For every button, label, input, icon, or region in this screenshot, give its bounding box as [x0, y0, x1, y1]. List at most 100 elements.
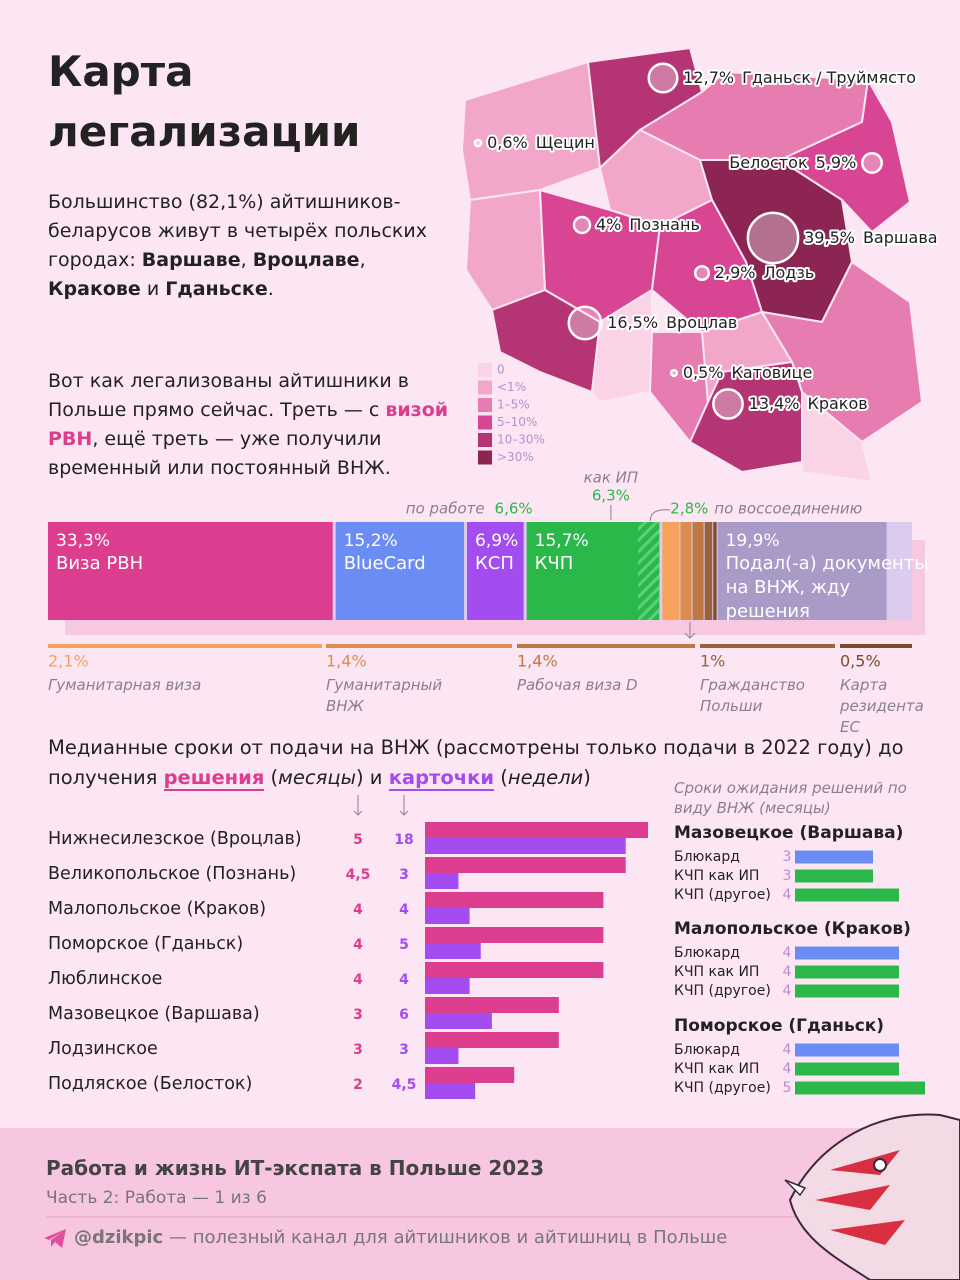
city-value: 5,9% — [816, 153, 857, 172]
telegram-icon — [44, 1229, 66, 1248]
segment-name: Подал(-а) документы на ВНЖ, жду решения — [725, 553, 929, 622]
city-value: 4% — [596, 215, 621, 234]
bar — [425, 908, 470, 924]
city-name: Щецин — [536, 133, 595, 152]
wait-value: 5 — [783, 1080, 792, 1096]
city-label: 13,4% Краков — [749, 394, 868, 413]
breakdown-name: Гражданство Польши — [700, 676, 805, 715]
part-value: 6,3% — [592, 487, 630, 505]
text: , ещё треть — уже получили временный или… — [48, 428, 391, 479]
wait-value: 4 — [783, 983, 792, 999]
title-text: ) и — [356, 766, 389, 789]
segment-name: Виза РВН — [56, 553, 144, 574]
footer-title: Работа и жизнь ИТ-экспата в Польше 2023 — [46, 1156, 545, 1180]
value-label: 6 — [399, 1007, 409, 1023]
wait-label: Блюкард — [674, 849, 740, 865]
bar — [425, 1048, 459, 1064]
part-value: 2,8% — [670, 500, 708, 518]
legend-label: >30% — [497, 450, 534, 464]
city-label: 16,5% Вроцлав — [607, 313, 737, 332]
breakdown-value: 0,5% — [840, 652, 881, 671]
value-label: 3 — [353, 1042, 363, 1058]
series-unit: месяцы — [278, 766, 356, 789]
title-arrow — [353, 795, 363, 816]
text: , — [240, 249, 253, 271]
value-label: 4 — [353, 937, 363, 953]
wait-value: 4 — [783, 1061, 792, 1077]
legend-swatch — [478, 363, 492, 377]
bar-part — [713, 522, 717, 620]
city-name: Белосток — [729, 153, 808, 172]
part-name: как ИП — [584, 469, 639, 487]
breakdown-arrow — [684, 622, 696, 639]
highlight: Кракове — [48, 278, 141, 300]
city-value: 12,7% — [683, 68, 734, 87]
mascot — [784, 1113, 960, 1280]
bar-segment — [526, 522, 660, 620]
highlight: Вроцлаве — [252, 249, 360, 271]
city-name: Краков — [807, 394, 867, 413]
bar-part — [662, 522, 680, 620]
city-name: Гданьск / Труймясто — [742, 68, 916, 87]
legend-swatch — [478, 380, 492, 395]
title-arrow — [399, 795, 409, 816]
wait-label: КЧП как ИП — [674, 964, 759, 980]
value-label: 3 — [399, 1042, 409, 1058]
city-value: 2,9% — [715, 263, 756, 282]
city-bubble — [647, 62, 679, 94]
map-regions — [461, 47, 923, 483]
bar — [425, 1083, 476, 1099]
bar-part — [583, 618, 636, 620]
footer-channel: @dzikpic — полезный канал для айтишников… — [74, 1227, 727, 1248]
breakdown-name: Рабочая виза D — [517, 676, 638, 694]
segment-value: 15,2% — [344, 531, 398, 551]
city-value: 0,5% — [683, 363, 724, 382]
text: , — [359, 249, 366, 271]
legend-label: 5–10% — [497, 415, 537, 429]
bar — [425, 838, 626, 854]
bar — [425, 1067, 515, 1083]
part-value: 6,6% — [495, 500, 533, 518]
wait-bar — [795, 850, 873, 864]
segment-name: BlueCard — [343, 553, 426, 574]
bar-segment — [717, 522, 887, 620]
region — [465, 189, 546, 311]
text: Большинство (82,1%) айтишников-беларусов… — [48, 191, 427, 271]
wait-label: КЧП (другое) — [674, 983, 771, 999]
legend-label: 1–5% — [497, 398, 530, 412]
title-text: ( — [494, 766, 508, 789]
breakdown-name: Карта резидента ЕС — [840, 676, 924, 736]
wait-label: Блюкард — [674, 945, 740, 961]
city-bubble — [473, 138, 483, 148]
bar — [425, 1032, 559, 1048]
bar — [425, 1013, 492, 1029]
category-label: Мазовецкое (Варшава) — [48, 1004, 260, 1024]
city-name: Познань — [629, 215, 699, 234]
handle[interactable]: @dzikpic — [74, 1227, 164, 1248]
city-bubble — [712, 388, 744, 420]
wait-value: 4 — [783, 887, 792, 903]
city-bubble — [861, 152, 883, 174]
value-label: 3 — [399, 867, 409, 883]
footer-subtitle: Часть 2: Работа — 1 из 6 — [46, 1188, 267, 1208]
category-label: Подляское (Белосток) — [48, 1074, 252, 1094]
category-label: Нижнесилезское (Вроцлав) — [48, 829, 302, 849]
breakdown-name: Гуманитарный ВНЖ — [326, 676, 443, 715]
segment-name: КЧП — [534, 553, 574, 574]
part-name: по работе — [406, 500, 485, 518]
bar-segment — [48, 522, 333, 620]
city-bubble — [567, 305, 603, 341]
value-label: 4 — [353, 902, 363, 918]
category-label: Лодзинское — [48, 1039, 158, 1059]
city-label: 0,5% Катовице — [683, 363, 813, 382]
breakdown-value: 1,4% — [517, 652, 558, 671]
segment-value: 33,3% — [56, 531, 110, 551]
region — [801, 391, 873, 483]
city-label: 0,6% Щецин — [487, 133, 595, 152]
wait-label: КЧП как ИП — [674, 1061, 759, 1077]
bar-part — [526, 618, 581, 620]
city-label: 2,9% Лодзь — [715, 263, 814, 282]
wait-label: Блюкард — [674, 1042, 740, 1058]
bar-part — [680, 522, 692, 620]
